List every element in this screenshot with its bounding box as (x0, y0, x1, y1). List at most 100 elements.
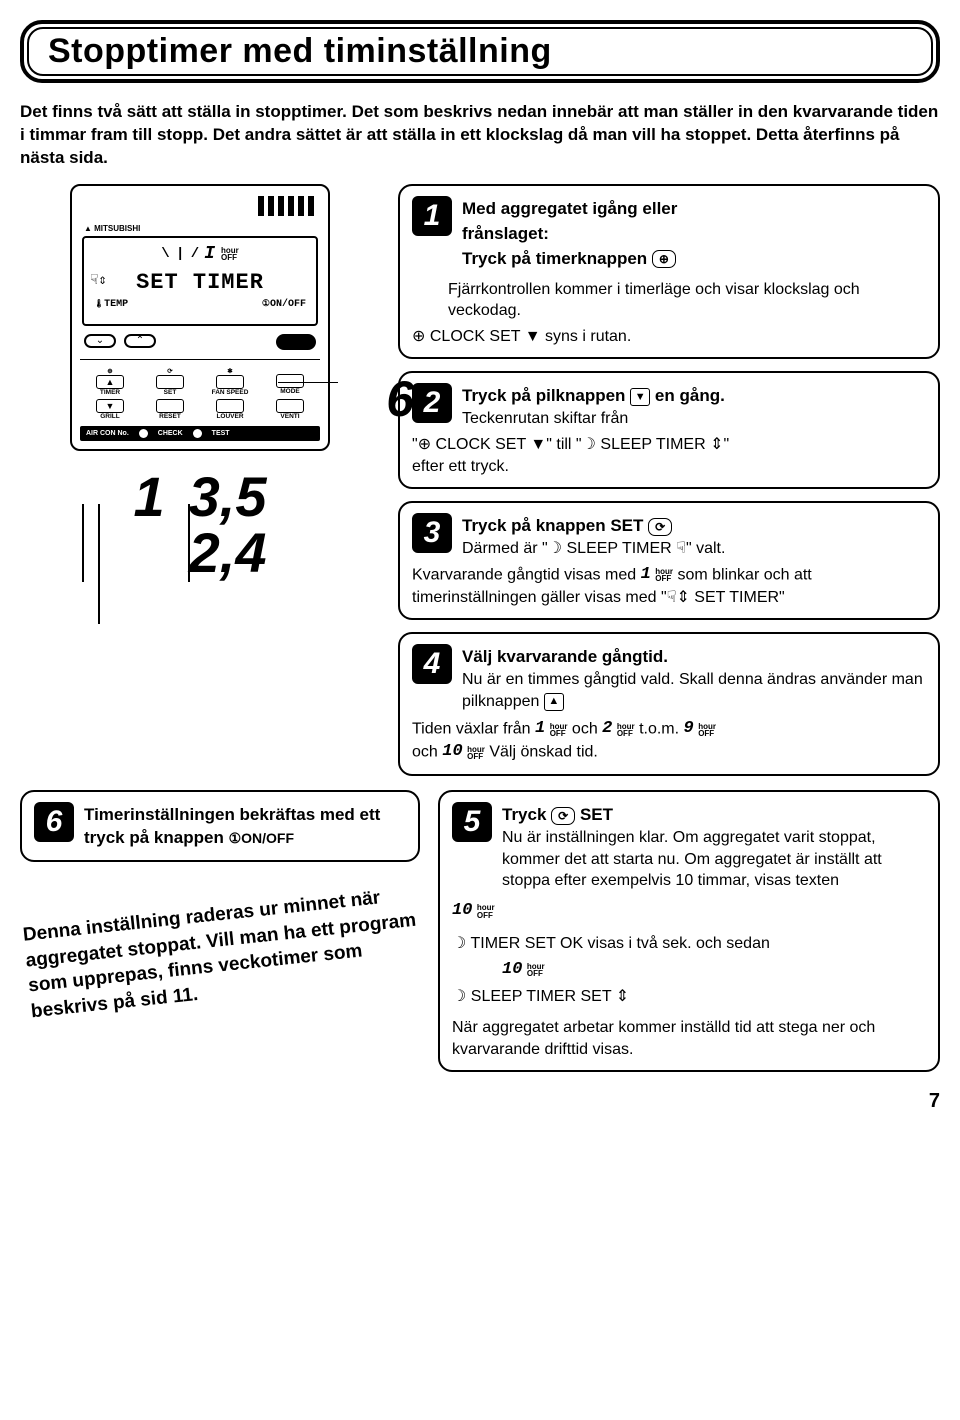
down-arrow-button-icon: ▼ (630, 388, 650, 406)
onoff-label: ON/OFF (270, 299, 306, 310)
callout-1: 1 (133, 469, 164, 581)
remote-column: ▲ MITSUBISHI \ | / I hourOFF ☟⇕ SET TIME… (20, 184, 380, 581)
step-3-body2c: SET TIMER" (694, 589, 784, 606)
moon-icon: ☽ (452, 933, 466, 955)
seg-2-icon: 2 (602, 719, 612, 738)
step-5-body3: SLEEP TIMER SET (471, 988, 612, 1005)
step-3: 3 Tryck på knappen SET ⟳ Därmed är "☽ SL… (398, 501, 940, 620)
mode-button[interactable] (276, 374, 304, 388)
step-2-body2: efter ett tryck. (412, 456, 926, 478)
step-2-q1c: SLEEP TIMER (600, 436, 705, 453)
step-6: 6 Timerinställningen bekräftas med ett t… (20, 790, 420, 862)
step-1-num: 1 (412, 196, 452, 236)
button-grid: ⊕▲TIMER ⟳SET ✱FAN SPEED MODE ▼GRILL RESE… (78, 363, 322, 424)
step-2-body1: Teckenrutan skiftar från (462, 408, 725, 430)
set-button[interactable] (156, 375, 184, 389)
step-2-q1a: CLOCK SET (436, 436, 526, 453)
step-4-b3b: Välj önskad tid. (489, 744, 598, 761)
seg-1-icon: 1 (535, 719, 545, 738)
down-triangle-icon: ▼ (530, 434, 546, 456)
timer-button-icon: ⊕ (652, 250, 676, 268)
title-box: Stopptimer med timinställning (20, 20, 940, 83)
hand-icon: ☟ (667, 587, 677, 609)
step-4-body1: Nu är en timmes gångtid vald. Skall denn… (462, 671, 923, 710)
hand-icon: ☟ (676, 538, 686, 560)
moon-icon: ☽ (548, 538, 562, 560)
up-arrow-button-icon: ▲ (544, 693, 564, 711)
step-2-title-tail: en gång. (655, 386, 725, 405)
seg-10-icon: 10 (442, 742, 462, 761)
remote-control: ▲ MITSUBISHI \ | / I hourOFF ☟⇕ SET TIME… (70, 184, 330, 451)
step-4: 4 Välj kvarvarande gångtid. Nu är en tim… (398, 632, 940, 776)
updown-icon: ⇕ (616, 986, 629, 1008)
lcd-display: \ | / I hourOFF ☟⇕ SET TIMER 🌡TEMP ①ON/O… (82, 236, 318, 326)
moon-icon: ☽ (452, 986, 466, 1008)
step-1-title-l1: Med aggregatet igång eller (462, 198, 677, 221)
rotated-note: Denna inställning raderas ur minnet när … (22, 882, 425, 1025)
step-6-num: 6 (34, 802, 74, 842)
timer-down-button[interactable]: ▼ (96, 399, 124, 413)
step-5-body1: Nu är inställningen klar. Om aggregatet … (502, 827, 926, 892)
step-2-title: Tryck på pilknappen (462, 386, 625, 405)
step-5: 5 Tryck ⟳ SET Nu är inställningen klar. … (438, 790, 940, 1072)
step-2: 2 Tryck på pilknappen ▼ en gång. Teckenr… (398, 371, 940, 489)
clock-icon: ⊕ (418, 434, 431, 456)
set-button-icon: ⟳ (551, 807, 575, 825)
step-3-num: 3 (412, 513, 452, 553)
down-oval-button[interactable]: ⌄ (84, 334, 116, 348)
step-4-title: Välj kvarvarande gångtid. (462, 646, 926, 669)
seg-9-icon: 9 (684, 719, 694, 738)
step-5-body2: TIMER SET OK visas i två sek. och sedan (471, 935, 770, 952)
step-3-b1a: Därmed är " (462, 540, 548, 557)
page-title: Stopptimer med timinställning (48, 32, 912, 71)
speaker-grille (78, 192, 322, 224)
page-number: 7 (20, 1090, 940, 1113)
step-1-clockset: CLOCK SET (430, 328, 520, 345)
louver-button[interactable] (216, 399, 244, 413)
up-oval-button[interactable]: ⌃ (124, 334, 156, 348)
reset-button[interactable] (156, 399, 184, 413)
temp-label: TEMP (104, 299, 128, 310)
seg-1-icon: 1 (641, 565, 651, 584)
clock-icon: ⊕ (107, 367, 112, 375)
callout-2-4: 2,4 (189, 525, 267, 581)
step-1-title-l3: Tryck på timerknappen (462, 249, 647, 268)
step-1-body1: Fjärrkontrollen kommer i timerläge och v… (448, 279, 926, 322)
set-icon: ⟳ (167, 367, 172, 375)
updown-icon: ⇕ (676, 587, 689, 609)
step-5-title-a: Tryck (502, 805, 546, 824)
step-2-num: 2 (412, 383, 452, 423)
fan-icon: ✱ (227, 367, 232, 375)
step-3-b1b: SLEEP TIMER (567, 540, 672, 557)
step-4-b2b: och (572, 721, 598, 738)
down-triangle-icon: ▼ (525, 326, 541, 348)
brand-label: ▲ MITSUBISHI (78, 224, 322, 236)
step-3-title: Tryck på knappen SET (462, 516, 643, 535)
step-1-body2b: syns i rutan. (545, 328, 631, 345)
step-1: 1 Med aggregatet igång eller frånslaget:… (398, 184, 940, 360)
moon-icon: ☽ (582, 434, 596, 456)
step-5-num: 5 (452, 802, 492, 842)
power-button[interactable] (276, 334, 316, 350)
lcd-main-text: SET TIMER (90, 270, 310, 295)
step-3-body2: Kvarvarande gångtid visas med (412, 566, 636, 583)
seg-10-icon: 10 (452, 901, 472, 920)
bottom-strip: AIR CON No. CHECK TEST (80, 426, 320, 441)
fan-button[interactable] (216, 375, 244, 389)
updown-icon: ⇕ (710, 434, 723, 456)
seg-10-icon: 10 (502, 960, 522, 979)
lcd-hand-icon: ☟⇕ (90, 272, 107, 289)
timer-up-button[interactable]: ▲ (96, 375, 124, 389)
venti-button[interactable] (276, 399, 304, 413)
set-button-icon: ⟳ (648, 518, 672, 536)
step-5-body4: När aggregatet arbetar kommer inställd t… (452, 1017, 926, 1060)
callout-3-5: 3,5 (189, 469, 267, 525)
onoff-label: ON/OFF (241, 830, 294, 846)
step-3-b1c: " valt. (686, 540, 725, 557)
step-5-title-b: SET (580, 805, 613, 824)
step-2-q1b: till (556, 436, 571, 453)
intro-text: Det finns två sätt att ställa in stoppti… (20, 101, 940, 170)
step-4-b2a: Tiden växlar från (412, 721, 531, 738)
step-4-b3a: och (412, 744, 438, 761)
step-1-title-l2: frånslaget: (462, 223, 677, 246)
